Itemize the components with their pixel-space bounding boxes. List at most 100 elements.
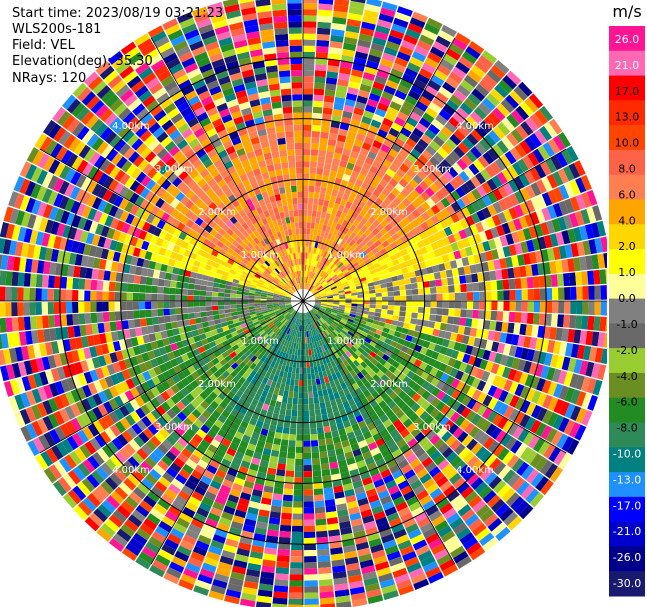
velocity-gate: [157, 278, 165, 287]
velocity-gate: [136, 465, 149, 478]
velocity-gate: [430, 377, 440, 387]
velocity-gate: [309, 278, 313, 285]
velocity-gate: [327, 138, 337, 147]
velocity-gate: [327, 239, 334, 247]
velocity-gate: [157, 308, 164, 317]
velocity-gate: [357, 547, 371, 557]
velocity-gate: [203, 251, 211, 259]
velocity-gate: [347, 130, 357, 139]
velocity-gate: [175, 301, 182, 308]
velocity-gate: [303, 282, 305, 289]
velocity-gate: [326, 406, 333, 414]
velocity-gate: [324, 312, 331, 317]
velocity-gate: [103, 414, 115, 427]
velocity-gate: [146, 268, 155, 278]
velocity-gate: [415, 275, 424, 283]
velocity-gate: [291, 329, 296, 337]
velocity-gate: [11, 302, 18, 317]
velocity-gate: [429, 140, 441, 152]
velocity-gate: [433, 548, 449, 561]
velocity-gate: [315, 64, 327, 72]
velocity-gate: [350, 345, 358, 353]
velocity-gate: [411, 11, 428, 23]
velocity-gate: [92, 393, 103, 406]
velocity-gate: [327, 59, 340, 67]
velocity-gate: [393, 17, 409, 29]
velocity-gate: [520, 484, 535, 500]
velocity-gate: [169, 235, 179, 245]
velocity-gate: [522, 227, 532, 241]
velocity-gate: [280, 307, 287, 311]
velocity-gate: [181, 307, 189, 314]
velocity-gate: [158, 247, 167, 256]
velocity-gate: [276, 469, 286, 477]
velocity-gate: [36, 402, 48, 418]
velocity-gate: [245, 279, 252, 285]
velocity-gate: [337, 376, 345, 385]
velocity-gate: [230, 308, 237, 313]
velocity-gate: [479, 291, 486, 301]
velocity-gate: [102, 301, 109, 312]
velocity-gate: [217, 414, 227, 424]
velocity-gate: [591, 331, 600, 347]
velocity-gate: [443, 170, 454, 182]
velocity-gate: [313, 315, 319, 321]
velocity-gate: [534, 129, 548, 145]
velocity-gate: [109, 454, 123, 468]
velocity-gate: [433, 492, 446, 505]
velocity-gate: [333, 243, 340, 250]
velocity-gate: [85, 358, 95, 371]
velocity-gate: [229, 351, 237, 359]
velocity-gate: [333, 304, 340, 307]
velocity-gate: [370, 413, 380, 422]
velocity-gate: [467, 255, 476, 265]
velocity-gate: [65, 289, 73, 301]
velocity-gate: [325, 77, 338, 85]
velocity-gate: [229, 442, 239, 451]
velocity-gate: [322, 475, 332, 483]
velocity-gate: [279, 304, 286, 308]
velocity-gate: [325, 188, 333, 196]
velocity-gate: [272, 493, 283, 501]
velocity-gate: [446, 386, 456, 397]
velocity-gate: [124, 443, 136, 456]
velocity-gate: [392, 197, 402, 207]
velocity-gate: [151, 531, 167, 544]
velocity-gate: [533, 301, 541, 313]
velocity-gate: [217, 301, 225, 306]
velocity-gate: [456, 158, 468, 171]
velocity-gate: [151, 309, 158, 317]
velocity-gate: [292, 519, 303, 526]
velocity-gate: [503, 379, 514, 392]
velocity-gate: [369, 307, 376, 313]
velocity-gate: [313, 366, 319, 374]
velocity-gate: [351, 598, 368, 607]
velocity-gate: [208, 353, 217, 361]
velocity-gate: [160, 263, 168, 272]
velocity-gate: [47, 190, 59, 206]
velocity-gate: [67, 326, 75, 339]
velocity-gate: [303, 130, 312, 138]
velocity-gate: [290, 316, 295, 323]
velocity-gate: [116, 505, 131, 519]
velocity-gate: [369, 145, 380, 155]
velocity-gate: [166, 329, 174, 338]
velocity-gate: [422, 355, 431, 364]
velocity-gate: [397, 202, 407, 212]
velocity-gate: [330, 311, 338, 316]
velocity-gate: [373, 404, 382, 413]
velocity-gate: [399, 261, 407, 269]
velocity-gate: [242, 288, 250, 293]
velocity-gate: [303, 57, 315, 65]
velocity-gate: [311, 124, 321, 132]
velocity-gate: [349, 232, 357, 240]
velocity-gate: [443, 535, 459, 548]
velocity-gate: [402, 376, 412, 385]
velocity-gate: [444, 244, 454, 254]
velocity-gate: [386, 333, 394, 341]
velocity-gate: [318, 287, 325, 292]
velocity-gate: [524, 416, 536, 431]
velocity-gate: [80, 336, 89, 348]
velocity-gate: [384, 545, 399, 556]
velocity-gate: [343, 260, 351, 267]
